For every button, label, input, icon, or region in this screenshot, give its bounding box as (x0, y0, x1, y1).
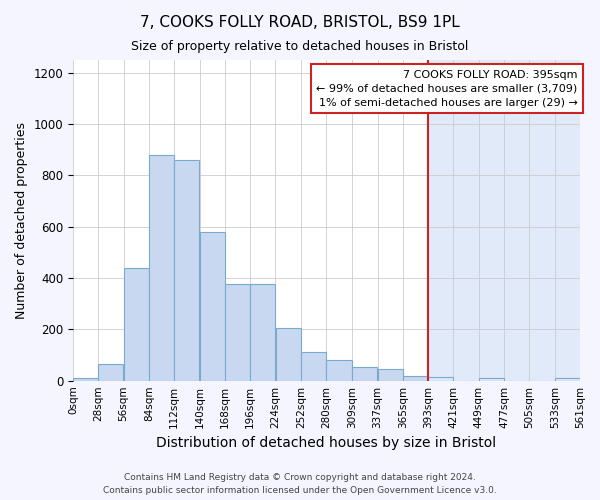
Bar (73, 378, 98, 380)
Bar (175, 160, 199, 380)
Bar (200, 232, 225, 380)
Bar (555, 378, 580, 380)
Bar (326, 360, 352, 380)
Bar (149, 155, 174, 380)
Bar (124, 268, 149, 380)
Bar (352, 366, 377, 380)
Text: Size of property relative to detached houses in Bristol: Size of property relative to detached ho… (131, 40, 469, 53)
Y-axis label: Number of detached properties: Number of detached properties (15, 122, 28, 319)
Bar (98, 364, 124, 380)
Bar (250, 284, 275, 380)
Text: Contains HM Land Registry data © Crown copyright and database right 2024.
Contai: Contains HM Land Registry data © Crown c… (103, 474, 497, 495)
X-axis label: Distribution of detached houses by size in Bristol: Distribution of detached houses by size … (157, 436, 497, 450)
Bar (378, 369, 403, 380)
Text: 7 COOKS FOLLY ROAD: 395sqm
← 99% of detached houses are smaller (3,709)
1% of se: 7 COOKS FOLLY ROAD: 395sqm ← 99% of deta… (316, 70, 577, 108)
Bar (403, 376, 428, 380)
Bar (301, 352, 326, 380)
Bar (428, 60, 580, 380)
Bar (479, 378, 504, 380)
Bar (225, 284, 250, 380)
Bar (428, 377, 454, 380)
Bar (275, 328, 301, 380)
Text: 7, COOKS FOLLY ROAD, BRISTOL, BS9 1PL: 7, COOKS FOLLY ROAD, BRISTOL, BS9 1PL (140, 15, 460, 30)
